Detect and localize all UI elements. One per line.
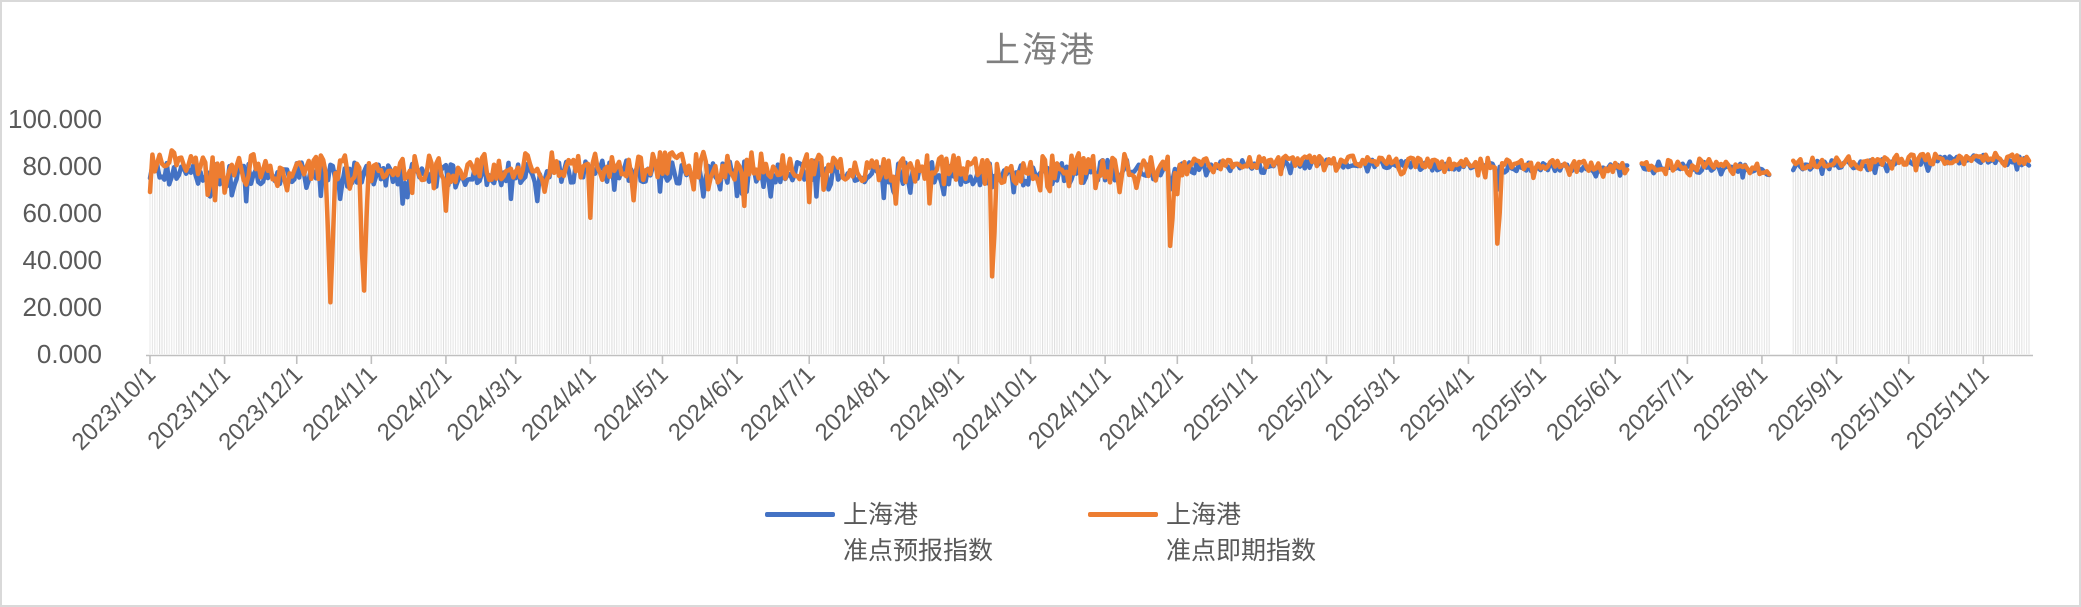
- x-axis: 2023/10/12023/11/12023/12/12024/1/12024/…: [67, 354, 2033, 456]
- x-axis-label: 2023/10/1: [67, 361, 162, 456]
- x-axis-label: 2025/6/1: [1541, 361, 1626, 446]
- chart-legend: 上海港 准点预报指数 上海港 准点即期指数: [2, 498, 2079, 569]
- x-axis-label: 2024/2/1: [372, 361, 457, 446]
- x-axis-label: 2024/7/1: [735, 361, 820, 446]
- x-axis-label: 2025/5/1: [1467, 361, 1552, 446]
- spot-index-line: [147, 148, 2032, 305]
- legend-forecast-line2: 准点预报指数: [842, 536, 993, 565]
- legend-spot-line2: 准点即期指数: [1166, 536, 1317, 565]
- forecast-series-swatch: [764, 512, 835, 517]
- y-axis-label: 80.000: [22, 151, 102, 181]
- x-axis-label: 2025/1/1: [1178, 361, 1263, 446]
- x-axis-label: 2024/5/1: [589, 361, 674, 446]
- legend-item-spot-index[interactable]: 上海港 准点即期指数: [1088, 498, 1316, 569]
- x-axis-label: 2024/4/1: [516, 361, 601, 446]
- x-axis-label: 2024/3/1: [442, 361, 527, 446]
- legend-forecast-line1: 上海港: [842, 501, 918, 529]
- y-axis-labels: 0.000 20.000 40.000 60.000 80.000 100.000: [8, 104, 102, 369]
- spot-series-swatch: [1088, 512, 1158, 517]
- plot-area: 2023/10/12023/11/12023/12/12024/1/12024/…: [8, 104, 2033, 456]
- y-axis-label: 100.000: [8, 104, 102, 134]
- legend-item-forecast-index[interactable]: 上海港 准点预报指数: [764, 498, 993, 569]
- x-axis-label: 2024/8/1: [810, 361, 895, 446]
- x-axis-label: 2024/1/1: [297, 361, 382, 446]
- x-axis-label: 2025/7/1: [1613, 361, 1698, 446]
- chart-title: 上海港: [984, 31, 1096, 70]
- y-axis-label: 20.000: [22, 292, 102, 322]
- x-axis-label: 2024/6/1: [663, 361, 748, 446]
- y-axis-label: 40.000: [22, 245, 102, 275]
- y-axis-label: 60.000: [22, 198, 102, 228]
- y-axis-label: 0.000: [37, 339, 102, 369]
- x-axis-label: 2025/3/1: [1320, 361, 1405, 446]
- x-axis-label: 2025/11/1: [1901, 361, 1994, 454]
- legend-spot-line1: 上海港: [1166, 501, 1242, 529]
- x-axis-label: 2025/4/1: [1395, 361, 1480, 446]
- x-axis-label: 2025/8/1: [1688, 361, 1773, 446]
